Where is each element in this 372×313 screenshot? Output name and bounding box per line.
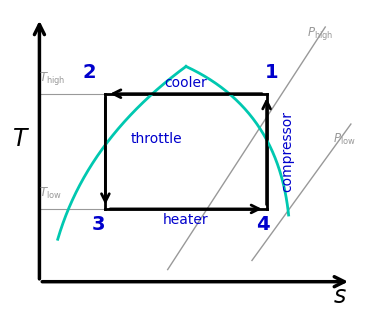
Text: $T_{\rm high}$: $T_{\rm high}$ <box>39 70 66 87</box>
Text: heater: heater <box>163 213 209 227</box>
Text: $s$: $s$ <box>333 285 347 308</box>
Text: 4: 4 <box>256 215 270 233</box>
Text: $T$: $T$ <box>12 128 30 151</box>
Text: throttle: throttle <box>131 132 183 146</box>
Text: cooler: cooler <box>165 76 207 90</box>
Text: $P_{\rm low}$: $P_{\rm low}$ <box>333 132 355 147</box>
Text: $T_{\rm low}$: $T_{\rm low}$ <box>39 186 62 201</box>
Text: $P_{\rm high}$: $P_{\rm high}$ <box>307 25 333 42</box>
Text: 1: 1 <box>265 63 279 82</box>
Text: 3: 3 <box>91 215 105 233</box>
Text: compressor: compressor <box>280 111 294 192</box>
Text: 2: 2 <box>82 63 96 82</box>
